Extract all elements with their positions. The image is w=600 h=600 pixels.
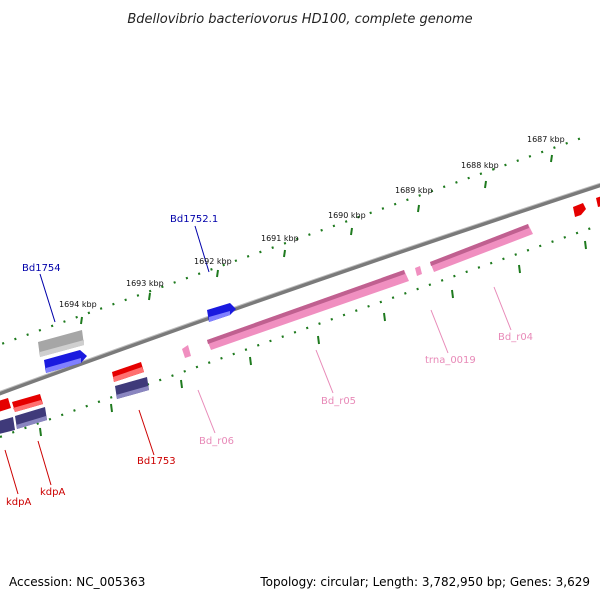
scale-label-1691: 1691 kbp bbox=[261, 234, 299, 243]
scale-label-1688: 1688 kbp bbox=[461, 161, 499, 170]
feature-kdpA-red-1[interactable] bbox=[12, 394, 43, 412]
label-bd-r05[interactable]: Bd_r05 bbox=[321, 396, 356, 407]
feature-purple-cds-1[interactable] bbox=[115, 377, 149, 399]
feature-bd1753-red[interactable] bbox=[112, 362, 144, 382]
summary-text: Topology: circular; Length: 3,782,950 bp… bbox=[259, 575, 590, 589]
feature-kdpA-red-2[interactable] bbox=[0, 398, 11, 413]
inner-tick-ring bbox=[0, 223, 600, 439]
label-bd1754[interactable]: Bd1754 bbox=[22, 263, 61, 274]
label-bd-r06[interactable]: Bd_r06 bbox=[199, 436, 234, 447]
feature-red-cds-right-1[interactable] bbox=[573, 203, 586, 217]
scale-label-1689: 1689 kbp bbox=[395, 186, 433, 195]
inner-major-ticks bbox=[39, 240, 587, 437]
scale-label-1687: 1687 kbp bbox=[527, 135, 565, 144]
feature-trna-0019[interactable] bbox=[415, 266, 422, 276]
feature-bd-r05[interactable] bbox=[207, 270, 409, 350]
scale-label-1690: 1690 kbp bbox=[328, 211, 366, 220]
feature-bd1752-1-blue[interactable] bbox=[207, 303, 236, 322]
feature-blue-cds-left[interactable] bbox=[44, 350, 87, 373]
label-kdpA-2[interactable]: kdpA bbox=[40, 487, 65, 498]
feature-bd-r06[interactable] bbox=[182, 345, 191, 358]
label-trna-0019[interactable]: trna_0019 bbox=[425, 355, 476, 366]
label-bd1752-1[interactable]: Bd1752.1 bbox=[170, 214, 218, 225]
feature-purple-cds-3[interactable] bbox=[0, 417, 15, 435]
outer-tick-ring bbox=[0, 133, 591, 346]
callout-lines bbox=[4, 225, 512, 495]
feature-bd1754-gray[interactable] bbox=[38, 330, 84, 357]
genome-backbone bbox=[0, 183, 600, 396]
map-title: Bdellovibrio bacteriovorus HD100, comple… bbox=[127, 12, 472, 27]
feature-red-cds-right-2[interactable] bbox=[596, 196, 600, 207]
label-kdpA-1[interactable]: kdpA bbox=[6, 497, 31, 508]
accession-text: Accession: NC_005363 bbox=[9, 575, 145, 589]
outer-major-ticks bbox=[80, 154, 553, 325]
feature-bd-r04[interactable] bbox=[430, 224, 533, 272]
label-bd-r04[interactable]: Bd_r04 bbox=[498, 332, 533, 343]
scale-label-1693: 1693 kbp bbox=[126, 279, 164, 288]
scale-label-1692: 1692 kbp bbox=[194, 257, 232, 266]
scale-label-1694: 1694 kbp bbox=[59, 300, 97, 309]
label-bd1753[interactable]: Bd1753 bbox=[137, 456, 176, 467]
feature-purple-cds-2[interactable] bbox=[15, 407, 47, 429]
